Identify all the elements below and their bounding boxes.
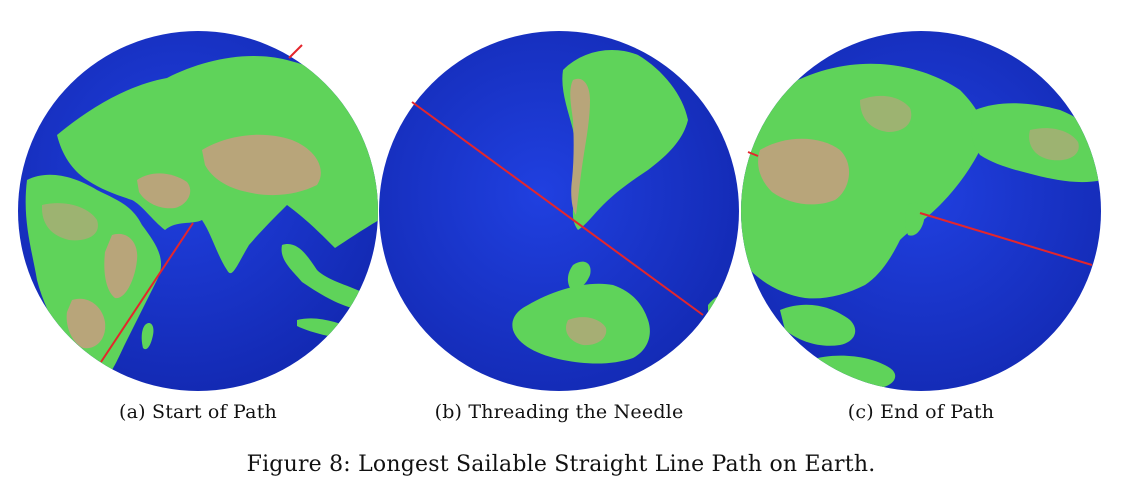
globe-b-image — [379, 31, 739, 391]
highland-sahara — [41, 203, 98, 241]
figure-caption: Figure 8: Longest Sailable Straight Line… — [246, 452, 876, 477]
sail-path-line-entry — [747, 151, 759, 157]
globe-end-of-path — [740, 30, 1102, 392]
highland-africa-east — [104, 233, 138, 299]
globe-threading-the-needle — [378, 30, 740, 392]
land-asia — [741, 63, 984, 299]
subcaption-a: (a) Start of Path — [119, 401, 277, 423]
globe-c-image — [741, 31, 1101, 391]
land-south-america — [562, 50, 688, 230]
land-se-asia — [281, 244, 368, 309]
highland-africa-south — [66, 298, 106, 349]
globe-a-image — [18, 31, 378, 391]
land-se-asia — [780, 304, 856, 346]
sail-path-line — [411, 101, 704, 316]
land-japan — [905, 202, 925, 236]
highland-andes — [570, 78, 590, 215]
highland-antarctica — [565, 317, 607, 346]
land-antarctic-peninsula — [567, 261, 591, 290]
highland-iran — [137, 173, 191, 209]
highland-tibet — [758, 138, 850, 205]
sail-path-line-exit — [288, 44, 303, 59]
sail-path-line — [919, 212, 1093, 266]
highland-siberia — [860, 95, 912, 132]
highland-alaska — [1029, 128, 1079, 161]
sail-path-line — [100, 222, 194, 363]
globe-start-of-path — [17, 30, 379, 392]
highland-tibet — [202, 134, 321, 196]
land-africa-tip — [708, 293, 739, 350]
land-madagascar — [141, 323, 154, 350]
subcaption-c: (c) End of Path — [847, 401, 995, 423]
subcaption-b: (b) Threading the Needle — [434, 401, 684, 423]
